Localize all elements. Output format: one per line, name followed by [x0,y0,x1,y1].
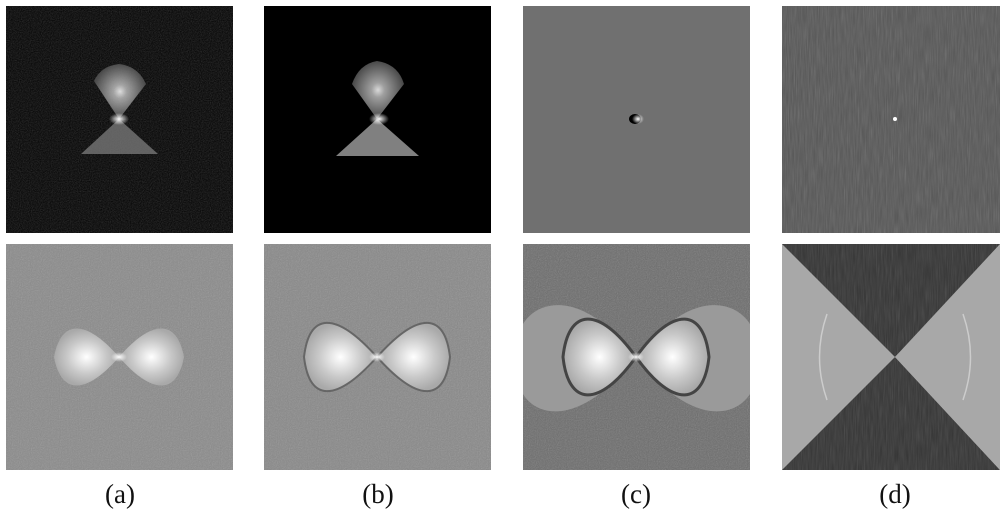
panel-b-top [264,6,491,233]
panel-d-bottom [782,244,1000,470]
caption: (d) [879,479,910,509]
caption: (a) [105,479,135,509]
panel-a-bottom [6,244,233,470]
panel-b-bottom [264,244,491,470]
caption: (b) [362,479,393,509]
figure: (a) (b) (c) (d) [0,0,1000,515]
page: (a) (b) (c) (d) (() => { const data = JS… [0,0,1000,515]
caption: (c) [621,479,651,509]
panel-d-top [782,6,1000,233]
panel-c-top [523,6,750,233]
panel-a-top [6,6,233,233]
panel-c-bottom [523,244,750,470]
